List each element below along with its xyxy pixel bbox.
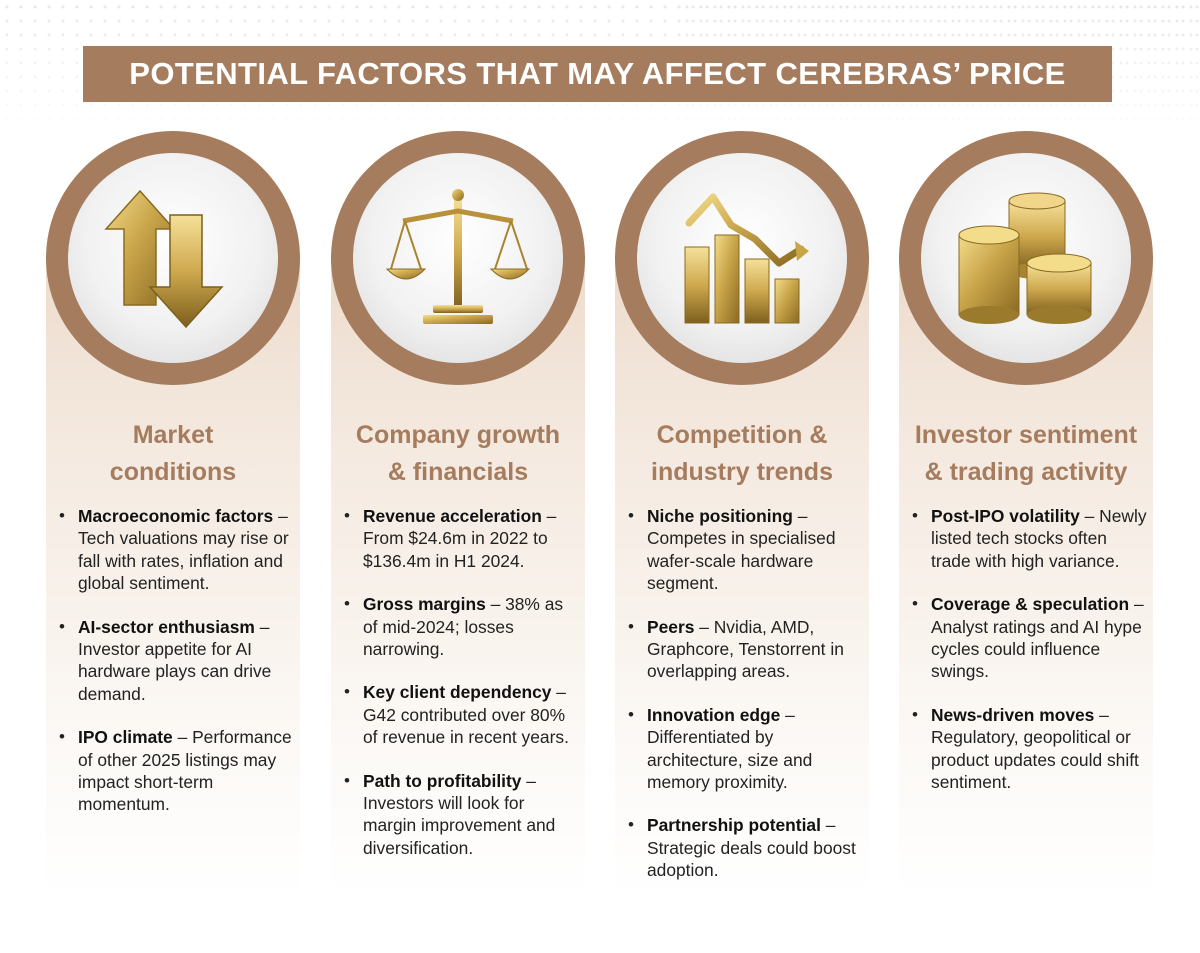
item-heading: Partnership potential: [647, 815, 821, 836]
icon-ring: [899, 131, 1153, 385]
item-heading: Path to profitability: [363, 770, 522, 791]
card-title: Competition & industry trends: [615, 417, 869, 491]
page-title: POTENTIAL FACTORS THAT MAY AFFECT CEREBR…: [83, 46, 1112, 102]
factor-list: Macroeconomic factors – Tech valuations …: [54, 505, 294, 837]
item-text: – Strategic deals could boost adoption.: [647, 815, 856, 881]
coin-stack-left: [958, 225, 1020, 324]
card-title: Company growth & financials: [331, 417, 585, 491]
card-title-line: & financials: [387, 458, 529, 486]
item-heading: AI-sector enthusiasm: [78, 616, 255, 637]
factor-list: Post-IPO volatility – Newly listed tech …: [907, 505, 1147, 814]
item-heading: Gross margins: [363, 594, 486, 615]
item-text: – Tech valuations may rise or fall with …: [78, 506, 289, 594]
list-item: Niche positioning – Competes in speciali…: [623, 505, 863, 595]
list-item: Innovation edge – Differentiated by arch…: [623, 704, 863, 794]
item-text: – Nvidia, AMD, Graphcore, Tenstorrent in…: [647, 616, 844, 682]
list-item: Partnership potential – Strategic deals …: [623, 814, 863, 881]
item-heading: Innovation edge: [647, 704, 781, 725]
list-item: Macroeconomic factors – Tech valuations …: [54, 505, 294, 595]
balance-scale-icon: [353, 153, 563, 363]
item-text: – Differentiated by architecture, size a…: [647, 704, 813, 793]
item-text: – Regulatory, geopolitical or product up…: [931, 704, 1139, 793]
list-item: Path to profitability – Investors will l…: [339, 770, 579, 860]
list-item: Revenue acceleration – From $24.6m in 20…: [339, 505, 579, 572]
item-heading: Coverage & speculation: [931, 594, 1130, 615]
item-heading: IPO climate: [78, 727, 173, 748]
coin-stack-right: [1026, 253, 1092, 324]
list-item: Gross margins – 38% as of mid-2024; loss…: [339, 593, 579, 660]
coin-stacks-icon: [921, 153, 1131, 363]
factor-card-investor-sentiment: Investor sentiment & trading activity Po…: [899, 131, 1153, 895]
list-item: IPO climate – Performance of other 2025 …: [54, 726, 294, 816]
card-title-line: Investor sentiment: [914, 421, 1138, 449]
item-heading: News-driven moves: [931, 704, 1095, 725]
list-item: News-driven moves – Regulatory, geopolit…: [907, 704, 1147, 794]
factor-card-competition: Competition & industry trends Niche posi…: [615, 131, 869, 895]
factor-list: Niche positioning – Competes in speciali…: [623, 505, 863, 895]
item-heading: Niche positioning: [647, 506, 793, 526]
bar-chart-decline-icon: [637, 153, 847, 363]
card-title: Market conditions: [46, 417, 300, 491]
item-text: – G42 contributed over 80% of revenue in…: [363, 682, 569, 748]
item-text: – Investors will look for margin improve…: [363, 770, 556, 858]
item-text: – 38% as of mid-2024; losses narrowing.: [363, 594, 564, 660]
item-heading: Revenue acceleration: [363, 506, 542, 526]
icon-ring: [331, 131, 585, 385]
list-item: AI-sector enthusiasm – Investor appetite…: [54, 616, 294, 706]
item-text: – Performance of other 2025 listings may…: [78, 727, 292, 815]
item-heading: Post-IPO volatility: [931, 506, 1080, 526]
factor-card-market: Market conditions Macroeconomic factors …: [46, 131, 300, 895]
card-title-line: Company growth: [355, 421, 561, 449]
list-item: Peers – Nvidia, AMD, Graphcore, Tenstorr…: [623, 616, 863, 683]
list-item: Post-IPO volatility – Newly listed tech …: [907, 505, 1147, 572]
item-heading: Peers: [647, 616, 695, 637]
card-title-line: industry trends: [651, 458, 833, 486]
factor-list: Revenue acceleration – From $24.6m in 20…: [339, 505, 579, 880]
card-title-line: conditions: [109, 458, 237, 486]
icon-ring: [615, 131, 869, 385]
item-text: – Investor appetite for AI hardware play…: [78, 616, 272, 704]
list-item: Coverage & speculation – Analyst ratings…: [907, 593, 1147, 683]
icon-ring: [46, 131, 300, 385]
up-down-arrows-icon: [68, 153, 278, 363]
list-item: Key client dependency – G42 contributed …: [339, 681, 579, 748]
item-text: – From $24.6m in 2022 to $136.4m in H1 2…: [363, 506, 557, 571]
card-title-line: Competition &: [656, 421, 828, 449]
item-heading: Key client dependency: [363, 682, 552, 703]
item-text: – Analyst ratings and AI hype cycles cou…: [931, 594, 1144, 682]
item-heading: Macroeconomic factors: [78, 506, 274, 526]
factor-card-company-growth: Company growth & financials Revenue acce…: [331, 131, 585, 895]
item-text: – Competes in specialised wafer-scale ha…: [647, 506, 836, 594]
card-title: Investor sentiment & trading activity: [899, 417, 1153, 491]
item-text: – Newly listed tech stocks often trade w…: [931, 506, 1147, 571]
card-title-line: & trading activity: [924, 458, 1128, 486]
card-title-line: Market: [132, 421, 214, 449]
